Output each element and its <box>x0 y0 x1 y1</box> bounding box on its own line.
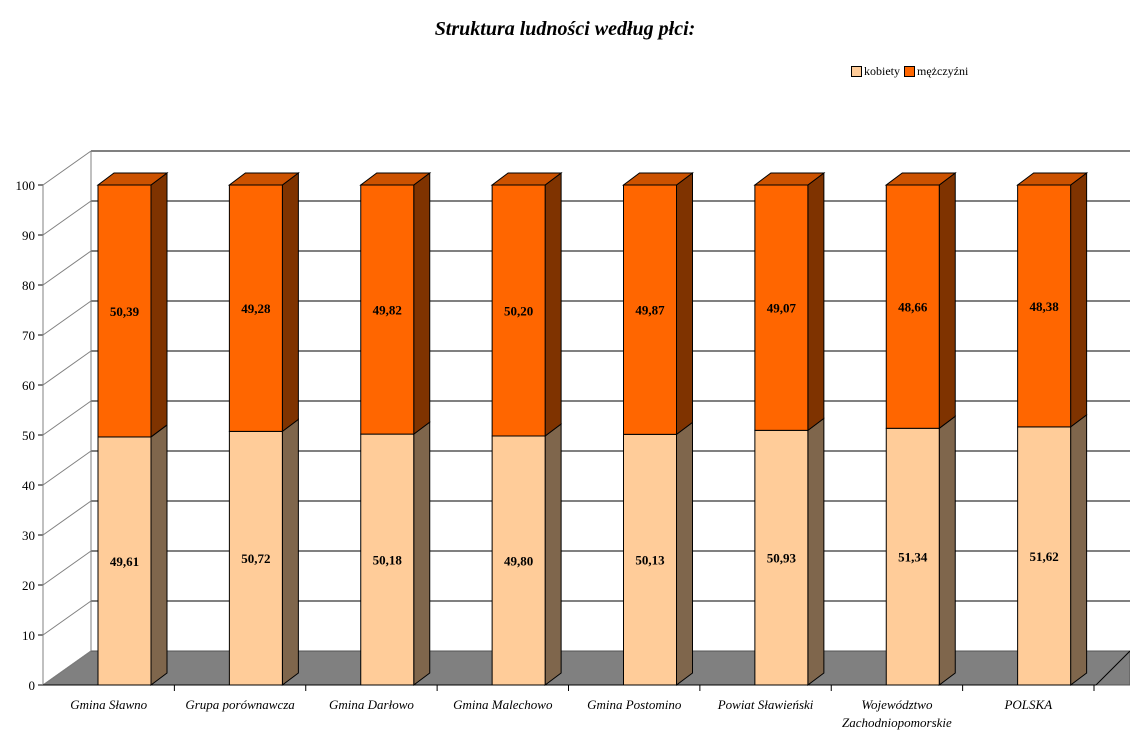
y-tick-label: 20 <box>22 578 35 593</box>
bar-side-mezczyzni <box>938 172 956 430</box>
data-label-mezczyzni: 48,38 <box>1030 299 1060 314</box>
bar-kobiety <box>623 433 677 686</box>
x-tick-label: Województwo <box>861 697 933 712</box>
data-label-mezczyzni: 49,82 <box>373 303 402 318</box>
bar-kobiety <box>491 435 546 686</box>
bar-top-mezczyzni <box>622 172 694 186</box>
side-wall-line <box>42 300 92 336</box>
y-tick-label: 60 <box>22 378 35 393</box>
data-label-kobiety: 50,93 <box>767 551 797 566</box>
chart-floor <box>41 650 1130 686</box>
bar-kobiety <box>754 429 809 686</box>
y-tick-label: 10 <box>22 628 35 643</box>
x-tick-label: Gmina Sławno <box>70 697 147 712</box>
bar-kobiety <box>228 430 283 686</box>
bar-top-mezczyzni <box>359 172 432 186</box>
side-wall-line <box>42 500 92 536</box>
y-tick-label: 80 <box>22 278 35 293</box>
side-wall-line <box>42 600 92 636</box>
data-label-mezczyzni: 48,66 <box>898 300 928 315</box>
side-wall-line <box>42 650 92 686</box>
bar-mezczyzni <box>360 184 415 435</box>
x-tick-label: Gmina Postomino <box>587 697 682 712</box>
side-wall-line <box>42 450 92 486</box>
bar-top-mezczyzni <box>884 172 957 186</box>
data-label-kobiety: 50,72 <box>241 551 270 566</box>
bar-top-mezczyzni <box>227 172 300 186</box>
data-label-kobiety: 51,62 <box>1030 549 1059 564</box>
bar-kobiety <box>885 427 940 686</box>
bar-side-kobiety <box>281 418 299 686</box>
bar-side-mezczyzni <box>281 172 299 433</box>
bar-side-mezczyzni <box>544 172 562 437</box>
bar-mezczyzni <box>97 184 152 438</box>
data-label-mezczyzni: 49,07 <box>767 301 797 316</box>
data-label-mezczyzni: 50,20 <box>504 304 533 319</box>
legend-swatch-mezczyzni <box>904 66 915 77</box>
bar-mezczyzni <box>1017 184 1072 428</box>
bar-top-mezczyzni <box>96 172 169 186</box>
y-tick-label: 90 <box>22 228 35 243</box>
y-tick-label: 30 <box>22 528 35 543</box>
x-tick-label: Gmina Malechowo <box>453 697 553 712</box>
data-label-kobiety: 50,18 <box>373 553 403 568</box>
legend-item-mezczyzni: mężczyźni <box>904 64 968 79</box>
x-tick-label: POLSKA <box>1003 697 1052 712</box>
side-wall-line <box>42 550 92 586</box>
bar-kobiety <box>360 433 415 686</box>
data-label-kobiety: 50,13 <box>635 553 665 568</box>
bar-side-mezczyzni <box>150 172 168 438</box>
floor-edge <box>1095 650 1130 686</box>
bar-top-mezczyzni <box>1016 172 1089 186</box>
y-tick-label: 100 <box>16 178 36 193</box>
legend-swatch-kobiety <box>851 66 862 77</box>
y-tick-label: 70 <box>22 328 35 343</box>
bar-kobiety <box>97 436 152 686</box>
y-tick-label: 0 <box>29 678 36 693</box>
bar-side-kobiety <box>150 423 168 686</box>
legend-item-kobiety: kobiety <box>851 64 900 79</box>
bar-side-kobiety <box>413 421 431 686</box>
bar-side-mezczyzni <box>1070 172 1088 428</box>
data-label-kobiety: 49,61 <box>110 554 139 569</box>
bar-top-mezczyzni <box>490 172 563 186</box>
legend-label-mezczyzni: mężczyźni <box>917 64 969 78</box>
data-label-mezczyzni: 49,28 <box>241 301 271 316</box>
bar-side-kobiety <box>807 417 825 686</box>
x-tick-label: Powiat Sławieński <box>717 697 814 712</box>
bar-mezczyzni <box>491 184 546 437</box>
data-label-mezczyzni: 50,39 <box>110 304 140 319</box>
side-wall-line <box>42 150 92 186</box>
side-wall-line <box>42 200 92 236</box>
side-wall-line <box>42 250 92 286</box>
bar-side-kobiety <box>544 423 562 686</box>
x-tick-label: Zachodniopomorskie <box>842 715 952 730</box>
legend-label-kobiety: kobiety <box>864 64 900 78</box>
bar-mezczyzni <box>885 184 940 429</box>
side-wall-line <box>42 350 92 386</box>
bar-top-mezczyzni <box>753 172 826 186</box>
bar-side-mezczyzni <box>807 172 825 432</box>
bar-side-mezczyzni <box>413 172 431 436</box>
side-wall-line <box>42 400 92 436</box>
data-label-mezczyzni: 49,87 <box>635 303 665 318</box>
legend: kobiety mężczyźni <box>851 64 968 79</box>
bar-side-kobiety <box>1070 413 1088 686</box>
y-tick-label: 40 <box>22 478 35 493</box>
data-label-kobiety: 49,80 <box>504 554 533 569</box>
bar-side-kobiety <box>676 421 693 686</box>
bar-mezczyzni <box>623 184 677 435</box>
bar-mezczyzni <box>228 184 283 432</box>
x-tick-label: Gmina Darłowo <box>329 697 414 712</box>
data-label-kobiety: 51,34 <box>898 550 928 565</box>
y-tick-label: 50 <box>22 428 35 443</box>
x-tick-label: Grupa porównawcza <box>185 697 295 712</box>
chart-title: Struktura ludności według płci: <box>434 18 696 40</box>
bar-side-kobiety <box>938 415 956 686</box>
bar-side-mezczyzni <box>676 172 693 436</box>
